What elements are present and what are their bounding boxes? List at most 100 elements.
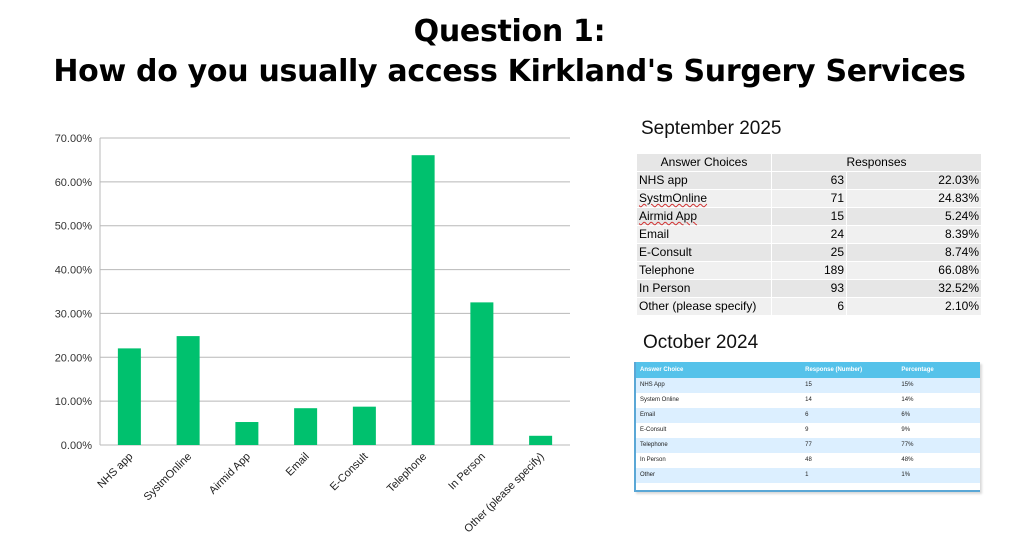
y-tick-label: 70.00% [55, 133, 93, 145]
september-count: 25 [771, 243, 847, 262]
october-cell: 15% [897, 378, 980, 393]
bar [529, 435, 553, 445]
september-percentage: 2.10% [846, 297, 982, 316]
september-header-row: Answer Choices Responses [636, 153, 982, 172]
october-row: In Person 48 48% [636, 453, 980, 468]
x-tick-label: SystmOnline [142, 451, 195, 504]
october-row: E-Consult 9 9% [636, 423, 980, 438]
october-cell: 48% [897, 453, 980, 468]
october-cell: 14 [801, 393, 898, 408]
october-cell: 48 [801, 453, 898, 468]
september-choice-text: E-Consult [639, 245, 692, 259]
september-choice: Telephone [636, 261, 772, 280]
september-percentage: 22.03% [846, 171, 982, 190]
october-cell: System Online [636, 393, 802, 408]
october-cell: 14% [897, 393, 980, 408]
september-choice-text: SystmOnline [639, 191, 708, 205]
october-row: NHS App 15 15% [636, 378, 980, 393]
bar [117, 348, 141, 445]
september-percentage: 32.52% [846, 279, 982, 298]
y-tick-label: 20.00% [55, 352, 93, 364]
september-row: Other (please specify) 6 2.10% [636, 297, 982, 316]
bar [176, 336, 200, 445]
september-choice: SystmOnline [636, 189, 772, 208]
september-row: Telephone 189 66.08% [636, 261, 982, 280]
header-responses: Responses [771, 153, 982, 172]
september-percentage: 5.24% [846, 207, 982, 226]
september-row: SystmOnline 71 24.83% [636, 189, 982, 208]
september-count: 15 [771, 207, 847, 226]
october-row: Other 1 1% [636, 468, 980, 483]
september-choice: Email [636, 225, 772, 244]
october-cell: E-Consult [636, 423, 802, 438]
september-choice-text: Telephone [639, 263, 695, 277]
october-cell: 77 [801, 438, 898, 453]
october-table-image: Answer Choice Response (Number) Percenta… [634, 362, 980, 492]
title-line-2: How do you usually access Kirkland's Sur… [53, 54, 966, 89]
october-label: October 2024 [643, 332, 759, 353]
september-count: 24 [771, 225, 847, 244]
october-cell: 77% [897, 438, 980, 453]
september-percentage: 8.74% [846, 243, 982, 262]
october-cell: 1% [897, 468, 980, 483]
y-tick-label: 60.00% [55, 177, 93, 189]
y-tick-label: 30.00% [55, 308, 93, 320]
september-count: 93 [771, 279, 847, 298]
september-row: Email 24 8.39% [636, 225, 982, 244]
september-table: Answer Choices Responses NHS app 63 22.03%… [636, 153, 982, 316]
oct-header-percentage: Percentage [897, 362, 980, 378]
september-choice: Airmid App [636, 207, 772, 226]
september-label: September 2025 [641, 118, 782, 139]
title-line-1: Question 1: [413, 14, 606, 49]
october-cell: 1 [801, 468, 898, 483]
page-title: Question 1: How do you usually access Ki… [0, 12, 1019, 92]
september-count: 6 [771, 297, 847, 316]
x-tick-label: Email [284, 451, 312, 479]
oct-header-choice: Answer Choice [636, 362, 802, 378]
october-cell: In Person [636, 453, 802, 468]
september-row: In Person 93 32.52% [636, 279, 982, 298]
october-cell: Other [636, 468, 802, 483]
bar [411, 155, 435, 445]
october-cell: 15 [801, 378, 898, 393]
bar-chart: 0.00% 10.00% 20.00% 30.00% 40.00% 50.00% 60.00… [55, 133, 570, 535]
october-row: System Online 14 14% [636, 393, 980, 408]
september-choice-text: Other (please specify) [639, 299, 757, 313]
october-cell: NHS App [636, 378, 802, 393]
bar [294, 408, 318, 445]
september-choice-text: Email [639, 227, 670, 241]
september-choice: In Person [636, 279, 772, 298]
bar [352, 406, 376, 445]
y-tick-label: 0.00% [61, 440, 92, 452]
y-tick-label: 40.00% [55, 265, 93, 277]
x-tick-label: In Person [446, 451, 488, 493]
x-tick-label: NHS app [95, 451, 135, 491]
october-cell: 6 [801, 408, 898, 423]
october-cell: 6% [897, 408, 980, 423]
september-count: 71 [771, 189, 847, 208]
october-header-row: Answer Choice Response (Number) Percenta… [636, 362, 980, 378]
x-tick-label: E-Consult [328, 451, 371, 494]
oct-header-number: Response (Number) [801, 362, 898, 378]
bar [235, 422, 259, 445]
september-choice: NHS app [636, 171, 772, 190]
october-row: Telephone 77 77% [636, 438, 980, 453]
september-percentage: 8.39% [846, 225, 982, 244]
october-table: Answer Choice Response (Number) Percenta… [636, 362, 980, 483]
september-choice: Other (please specify) [636, 297, 772, 316]
october-cell: 9% [897, 423, 980, 438]
september-percentage: 66.08% [846, 261, 982, 280]
october-row: Email 6 6% [636, 408, 980, 423]
september-choice-text: In Person [639, 281, 691, 295]
september-choice-text: NHS app [639, 173, 688, 187]
x-tick-label: Telephone [385, 451, 429, 495]
september-percentage: 24.83% [846, 189, 982, 208]
september-row: Airmid App 15 5.24% [636, 207, 982, 226]
october-cell: Telephone [636, 438, 802, 453]
september-count: 189 [771, 261, 847, 280]
y-tick-label: 10.00% [55, 396, 93, 408]
y-tick-label: 50.00% [55, 221, 93, 233]
september-count: 63 [771, 171, 847, 190]
september-choice: E-Consult [636, 243, 772, 262]
header-answer-choices: Answer Choices [636, 153, 772, 172]
